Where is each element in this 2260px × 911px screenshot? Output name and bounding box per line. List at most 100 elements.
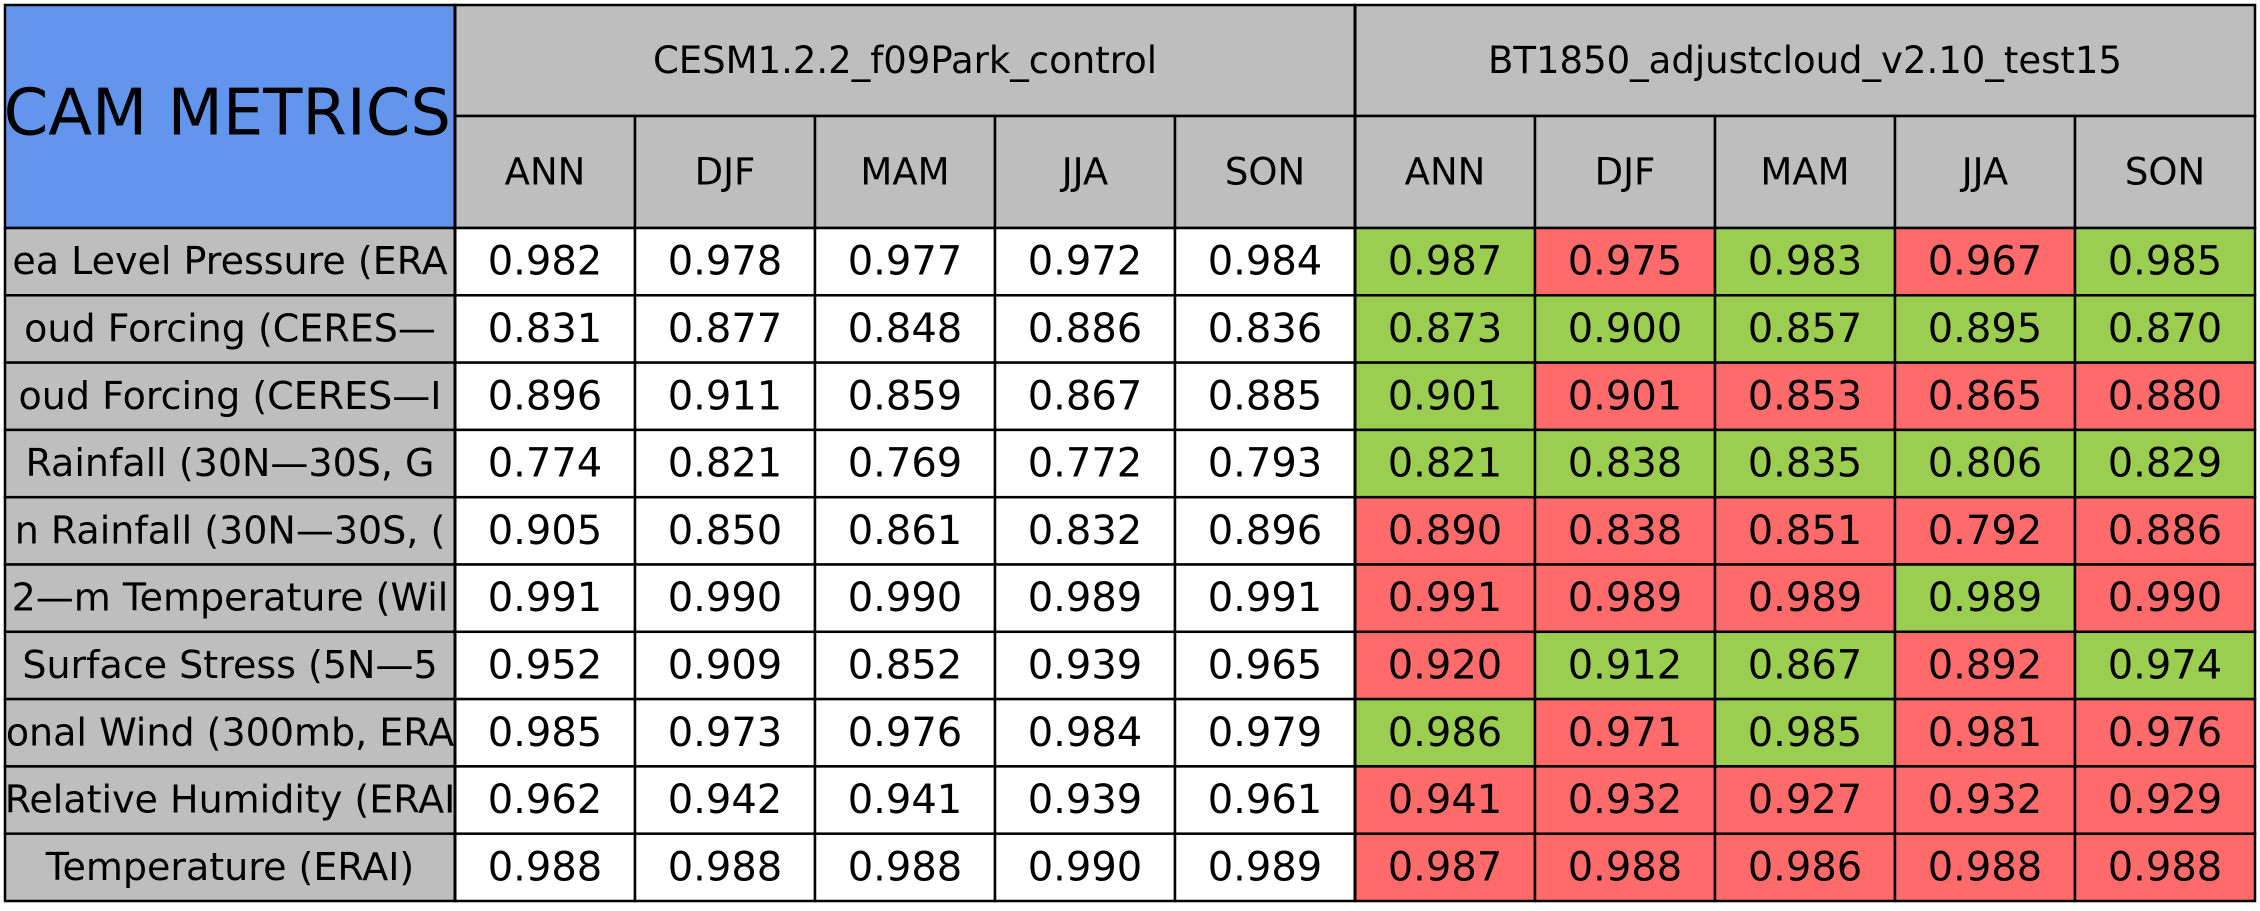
test-value-cell bbox=[1353, 765, 1537, 835]
test-value-cell bbox=[2073, 832, 2257, 903]
table-title: CAM METRICS bbox=[4, 77, 451, 151]
test-value-cell bbox=[1893, 361, 2077, 432]
control-value: 0.793 bbox=[1208, 441, 1323, 487]
test-value: 0.851 bbox=[1748, 508, 1863, 554]
test-value: 0.895 bbox=[1928, 306, 2043, 352]
test-value-cell bbox=[2073, 495, 2257, 566]
row-label: ea Level Pressure (ERA bbox=[12, 239, 447, 283]
test-value-cell bbox=[1713, 765, 1897, 835]
control-value: 0.990 bbox=[848, 575, 963, 621]
control-value: 0.877 bbox=[668, 306, 783, 352]
test-value: 0.988 bbox=[2108, 844, 2223, 890]
row-label-clip-group: Relative Humidity (ERAI bbox=[5, 778, 455, 822]
test-value-cell bbox=[1713, 495, 1897, 566]
group-header-label: CESM1.2.2_f09Park_control bbox=[653, 39, 1157, 82]
row-label-cell bbox=[3, 226, 457, 297]
control-value-cell bbox=[993, 294, 1177, 364]
test-value: 0.821 bbox=[1388, 441, 1503, 487]
test-value: 0.900 bbox=[1568, 306, 1683, 352]
season-header-label: DJF bbox=[695, 151, 756, 194]
control-value: 0.976 bbox=[848, 710, 963, 756]
group-header-cell bbox=[453, 3, 1357, 118]
test-value: 0.991 bbox=[1388, 575, 1503, 621]
test-value-cell bbox=[1533, 226, 1717, 297]
row-label: Rainfall (30N—30S, G bbox=[25, 441, 434, 485]
test-value: 0.857 bbox=[1748, 306, 1863, 352]
control-value: 0.952 bbox=[488, 642, 603, 688]
control-value: 0.973 bbox=[668, 710, 783, 756]
control-value: 0.984 bbox=[1028, 710, 1143, 756]
title-cell bbox=[3, 3, 457, 230]
test-value: 0.838 bbox=[1568, 508, 1683, 554]
test-value: 0.865 bbox=[1928, 373, 2043, 419]
test-value-cell bbox=[1533, 428, 1717, 499]
test-value: 0.892 bbox=[1928, 642, 2043, 688]
test-value: 0.867 bbox=[1748, 642, 1863, 688]
test-value-cell bbox=[1353, 495, 1537, 566]
control-value: 0.896 bbox=[1208, 508, 1323, 554]
control-value-cell bbox=[453, 495, 637, 566]
control-value: 0.942 bbox=[668, 777, 783, 823]
control-value: 0.961 bbox=[1208, 777, 1323, 823]
control-value: 0.836 bbox=[1208, 306, 1323, 352]
test-value: 0.974 bbox=[2108, 642, 2223, 688]
season-header-label: MAM bbox=[860, 151, 949, 194]
control-value: 0.859 bbox=[848, 373, 963, 419]
row-label-cell bbox=[3, 361, 457, 432]
test-value-cell bbox=[2073, 697, 2257, 768]
test-value: 0.853 bbox=[1748, 373, 1863, 419]
test-value-cell bbox=[1713, 226, 1897, 297]
test-value-cell bbox=[1353, 226, 1537, 297]
test-value: 0.981 bbox=[1928, 710, 2043, 756]
control-value-cell bbox=[633, 630, 817, 701]
row-label: Temperature (ERAI) bbox=[45, 845, 415, 889]
test-value: 0.920 bbox=[1388, 642, 1503, 688]
season-header-cell bbox=[453, 114, 637, 230]
test-value: 0.932 bbox=[1568, 777, 1683, 823]
test-value: 0.976 bbox=[2108, 710, 2223, 756]
test-value: 0.971 bbox=[1568, 710, 1683, 756]
control-value-cell bbox=[633, 428, 817, 499]
test-value-cell bbox=[1893, 630, 2077, 701]
control-value: 0.909 bbox=[668, 642, 783, 688]
test-value-cell bbox=[1353, 361, 1537, 432]
season-header-cell bbox=[993, 114, 1177, 230]
control-value: 0.972 bbox=[1028, 239, 1143, 285]
control-value: 0.850 bbox=[668, 508, 783, 554]
control-value-cell bbox=[813, 832, 997, 903]
control-value: 0.977 bbox=[848, 239, 963, 285]
test-value-cell bbox=[1533, 697, 1717, 768]
test-value-cell bbox=[1353, 563, 1537, 634]
test-value-cell bbox=[1533, 630, 1717, 701]
control-value: 0.939 bbox=[1028, 642, 1143, 688]
control-value: 0.831 bbox=[488, 306, 603, 352]
test-value: 0.990 bbox=[2108, 575, 2223, 621]
control-value: 0.772 bbox=[1028, 441, 1143, 487]
test-value: 0.901 bbox=[1568, 373, 1683, 419]
test-value-cell bbox=[1713, 563, 1897, 634]
row-label-clip-group: oud Forcing (CERES— bbox=[24, 306, 436, 350]
test-value: 0.985 bbox=[2108, 239, 2223, 285]
test-value: 0.901 bbox=[1388, 373, 1503, 419]
season-header-label: DJF bbox=[1595, 151, 1656, 194]
control-value: 0.885 bbox=[1208, 373, 1323, 419]
test-value: 0.987 bbox=[1388, 844, 1503, 890]
control-value-cell bbox=[813, 428, 997, 499]
test-value-cell bbox=[1893, 226, 2077, 297]
test-value-cell bbox=[1353, 832, 1537, 903]
row-label-clip-group: onal Wind (300mb, ERA bbox=[6, 710, 454, 754]
test-value-cell bbox=[1713, 630, 1897, 701]
season-header-label: ANN bbox=[505, 151, 586, 194]
test-value-cell bbox=[2073, 765, 2257, 835]
group-header-label: BT1850_adjustcloud_v2.10_test15 bbox=[1488, 39, 2122, 82]
control-value: 0.832 bbox=[1028, 508, 1143, 554]
test-value-cell bbox=[1533, 832, 1717, 903]
test-value: 0.989 bbox=[1568, 575, 1683, 621]
control-value: 0.941 bbox=[848, 777, 963, 823]
test-value: 0.880 bbox=[2108, 373, 2223, 419]
test-value: 0.988 bbox=[1928, 844, 2043, 890]
test-value-cell bbox=[2073, 361, 2257, 432]
row-label-clip-group: Rainfall (30N—30S, G bbox=[25, 441, 434, 485]
test-value: 0.967 bbox=[1928, 239, 2043, 285]
control-value-cell bbox=[453, 765, 637, 835]
